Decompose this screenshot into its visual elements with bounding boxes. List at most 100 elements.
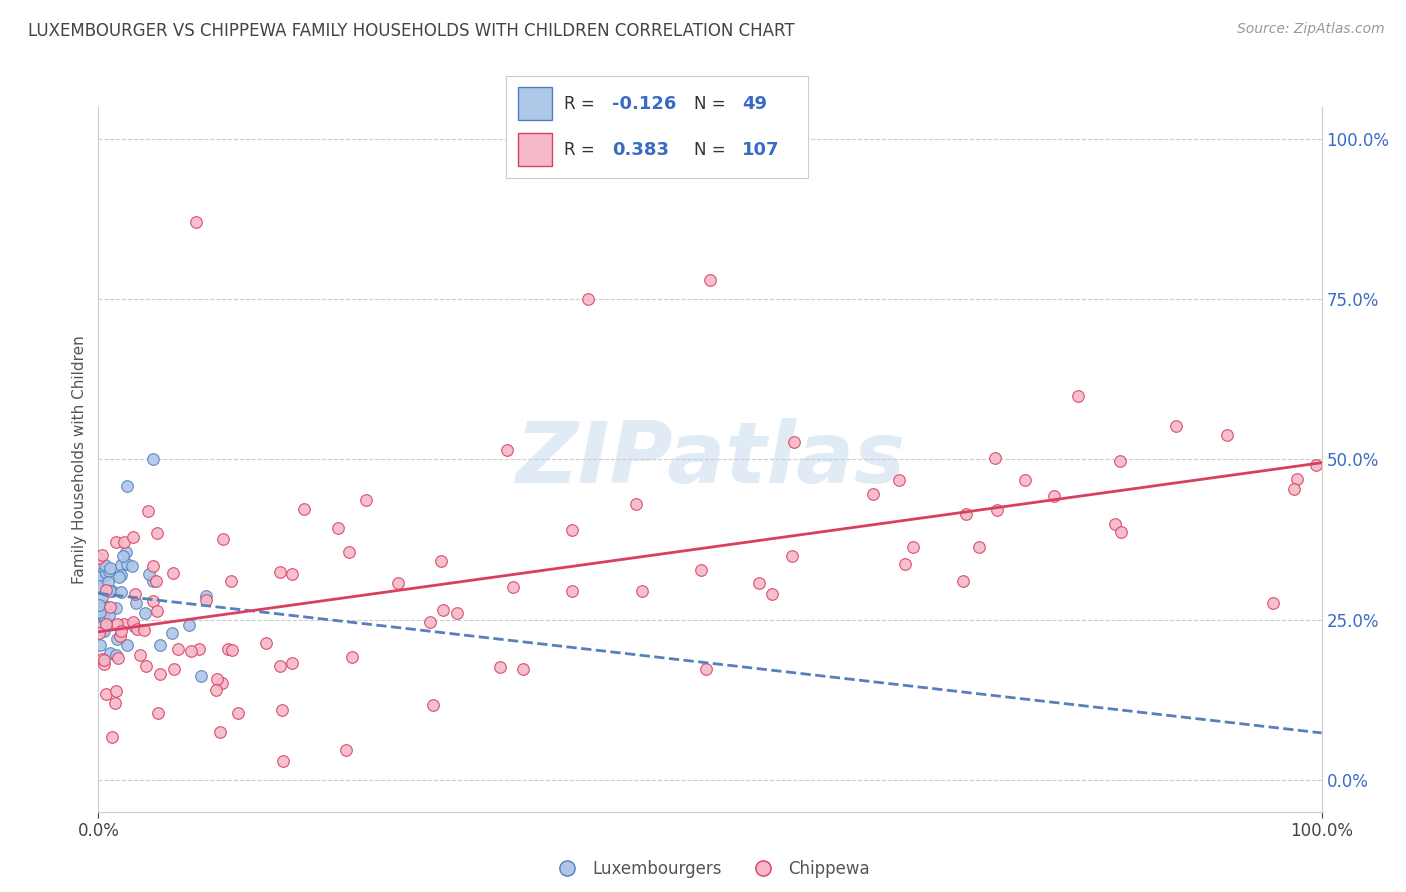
Point: [561, 524, 583, 538]
Point: [1286, 472, 1309, 486]
Point: [211, 676, 233, 690]
Point: [87, 570, 110, 584]
Point: [1109, 454, 1132, 468]
Point: [89, 598, 111, 612]
Point: [97, 574, 120, 589]
Text: LUXEMBOURGER VS CHIPPEWA FAMILY HOUSEHOLDS WITH CHILDREN CORRELATION CHART: LUXEMBOURGER VS CHIPPEWA FAMILY HOUSEHOL…: [28, 22, 794, 40]
Point: [90, 581, 112, 595]
FancyBboxPatch shape: [519, 87, 551, 120]
Point: [496, 443, 519, 458]
FancyBboxPatch shape: [519, 133, 551, 166]
Point: [1014, 473, 1036, 487]
Point: [254, 636, 277, 650]
Point: [110, 558, 132, 572]
Point: [121, 558, 143, 573]
Point: [115, 479, 138, 493]
Point: [205, 672, 228, 686]
Point: [93, 610, 115, 624]
Point: [419, 615, 441, 629]
Point: [98, 561, 121, 575]
Point: [269, 566, 291, 580]
Point: [89, 605, 111, 619]
Point: [142, 452, 165, 467]
Point: [149, 666, 172, 681]
Point: [901, 540, 924, 554]
Point: [98, 584, 121, 599]
Point: [122, 530, 145, 544]
Point: [983, 451, 1005, 466]
Point: [94, 582, 117, 597]
Point: [1067, 389, 1090, 403]
Point: [1261, 596, 1284, 610]
Legend: Luxembourgers, Chippewa: Luxembourgers, Chippewa: [544, 853, 876, 885]
Point: [630, 583, 652, 598]
Text: 49: 49: [742, 95, 766, 112]
Point: [98, 646, 121, 660]
Point: [110, 585, 132, 599]
Point: [98, 564, 121, 578]
Point: [125, 596, 148, 610]
Point: [1284, 483, 1306, 497]
Point: [105, 632, 128, 646]
Point: [105, 648, 128, 662]
Point: [432, 603, 454, 617]
Point: [101, 583, 124, 598]
Point: [780, 549, 803, 563]
Point: [112, 535, 135, 549]
Point: [561, 583, 583, 598]
Point: [89, 579, 111, 593]
Point: [127, 623, 149, 637]
Point: [689, 563, 711, 577]
Point: [512, 662, 534, 676]
Point: [217, 642, 239, 657]
Point: [186, 215, 208, 229]
Point: [624, 497, 647, 511]
Point: [219, 574, 242, 588]
Point: [94, 566, 117, 580]
Point: [281, 567, 304, 582]
Point: [90, 591, 112, 605]
Point: [87, 625, 110, 640]
Point: [101, 730, 124, 744]
Point: [115, 545, 138, 559]
Text: ZIPatlas: ZIPatlas: [515, 417, 905, 501]
Point: [195, 593, 218, 607]
Point: [104, 601, 127, 615]
Point: [180, 644, 202, 658]
Point: [955, 507, 977, 521]
Point: [699, 273, 721, 287]
Point: [354, 492, 377, 507]
Point: [1104, 516, 1126, 531]
Point: [163, 662, 186, 676]
Point: [1216, 428, 1239, 442]
Point: [122, 615, 145, 629]
Point: [326, 521, 349, 535]
Point: [1109, 524, 1132, 539]
Point: [91, 619, 114, 633]
Point: [134, 624, 156, 638]
Point: [97, 607, 120, 622]
Point: [93, 657, 115, 671]
Point: [110, 568, 132, 582]
Point: [90, 652, 112, 666]
Point: [93, 599, 115, 614]
Point: [211, 532, 233, 546]
Text: R =: R =: [564, 141, 595, 159]
Point: [208, 725, 231, 739]
Text: -0.126: -0.126: [612, 95, 676, 112]
Point: [167, 642, 190, 657]
Point: [91, 599, 114, 614]
Point: [162, 566, 184, 580]
Point: [107, 651, 129, 665]
Point: [205, 682, 228, 697]
Point: [862, 486, 884, 500]
Point: [179, 617, 201, 632]
Point: [430, 553, 453, 567]
Point: [226, 706, 249, 721]
Point: [145, 574, 167, 588]
Point: [761, 587, 783, 601]
Point: [748, 576, 770, 591]
Point: [952, 574, 974, 588]
Point: [894, 557, 917, 571]
Point: [87, 551, 110, 566]
